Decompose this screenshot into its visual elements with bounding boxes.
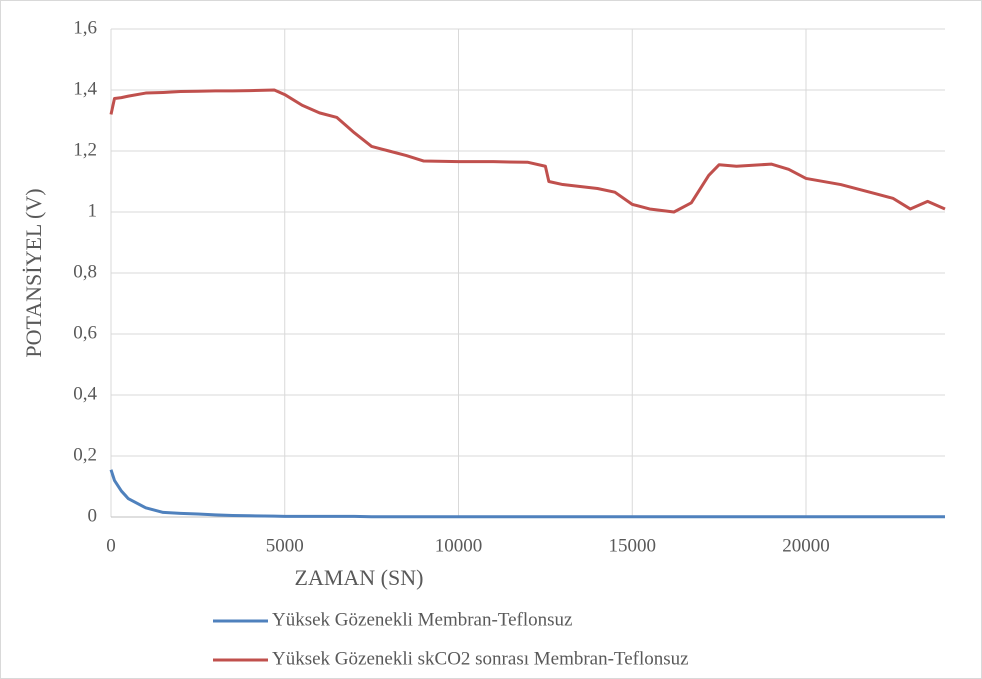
series-line	[109, 88, 946, 214]
legend-label: Yüksek Gözenekli Membran-Teflonsuz	[272, 609, 572, 630]
y-tick-label: 1,2	[73, 139, 97, 160]
series-line	[109, 469, 945, 519]
y-axis-label: POTANSİYEL (V)	[21, 188, 46, 357]
y-tick-label: 0,4	[73, 383, 97, 404]
y-tick-label: 1,6	[73, 17, 97, 38]
x-tick-label: 5000	[266, 535, 304, 556]
y-tick-label: 0,6	[73, 322, 97, 343]
y-tick-label: 0	[88, 505, 98, 526]
x-axis-label: ZAMAN (SN)	[295, 565, 424, 590]
y-tick-label: 1	[88, 200, 98, 221]
y-tick-label: 1,4	[73, 78, 97, 99]
x-tick-label: 20000	[782, 535, 830, 556]
x-tick-label: 15000	[609, 535, 657, 556]
y-tick-label: 0,2	[73, 444, 97, 465]
legend-label: Yüksek Gözenekli skCO2 sonrası Membran-T…	[272, 648, 689, 669]
x-tick-label: 0	[106, 535, 116, 556]
y-tick-label: 0,8	[73, 261, 97, 282]
x-tick-label: 10000	[435, 535, 483, 556]
